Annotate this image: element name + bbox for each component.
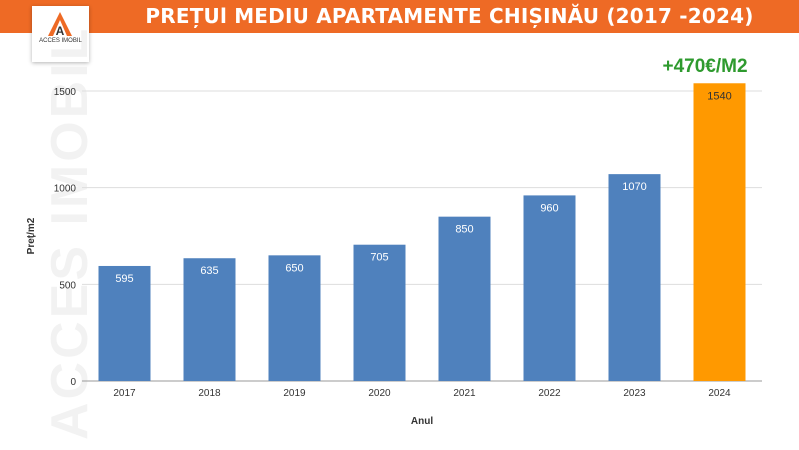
chart-title: PREȚUl MEDIU APARTAMENTE CHIȘINĂU (2017 … xyxy=(145,4,754,28)
bar-2018 xyxy=(183,258,236,381)
x-tick-label: 2017 xyxy=(113,388,136,399)
x-tick-label: 2021 xyxy=(453,388,476,399)
x-tick-label: 2020 xyxy=(368,388,391,399)
logo: A ACCES IMOBIL xyxy=(32,6,89,62)
bar-2017 xyxy=(98,265,151,381)
x-axis-label: Anul xyxy=(411,416,433,427)
data-label: 850 xyxy=(455,224,473,236)
y-axis-label: Preț/m2 xyxy=(26,217,37,254)
x-tick-label: 2023 xyxy=(623,388,646,399)
header-bar: PREȚUl MEDIU APARTAMENTE CHIȘINĂU (2017 … xyxy=(0,0,799,33)
increase-annotation: +470€/M2 xyxy=(662,56,748,77)
data-label: 1070 xyxy=(622,181,646,193)
bar-2020 xyxy=(353,244,406,381)
data-label: 705 xyxy=(370,252,388,264)
bar-2023 xyxy=(608,174,661,381)
logo-a-icon: A xyxy=(48,12,72,38)
data-label: 960 xyxy=(540,202,558,214)
bar-2022 xyxy=(523,195,576,381)
y-tick-label: 1000 xyxy=(54,184,77,195)
data-label: 650 xyxy=(285,262,303,274)
data-label: 595 xyxy=(115,273,133,285)
data-label: 635 xyxy=(200,265,218,277)
x-tick-label: 2022 xyxy=(538,388,561,399)
x-tick-label: 2019 xyxy=(283,388,306,399)
y-tick-label: 0 xyxy=(70,377,76,388)
y-tick-label: 1500 xyxy=(54,87,77,98)
data-label: 1540 xyxy=(707,90,731,102)
x-tick-label: 2024 xyxy=(708,388,731,399)
logo-text: ACCES IMOBIL xyxy=(39,38,82,44)
bar-2021 xyxy=(438,216,491,381)
bar-2019 xyxy=(268,255,321,381)
bar-2024 xyxy=(693,83,746,382)
y-tick-label: 500 xyxy=(59,280,76,291)
svg-text:A: A xyxy=(56,24,65,38)
x-tick-label: 2018 xyxy=(198,388,221,399)
